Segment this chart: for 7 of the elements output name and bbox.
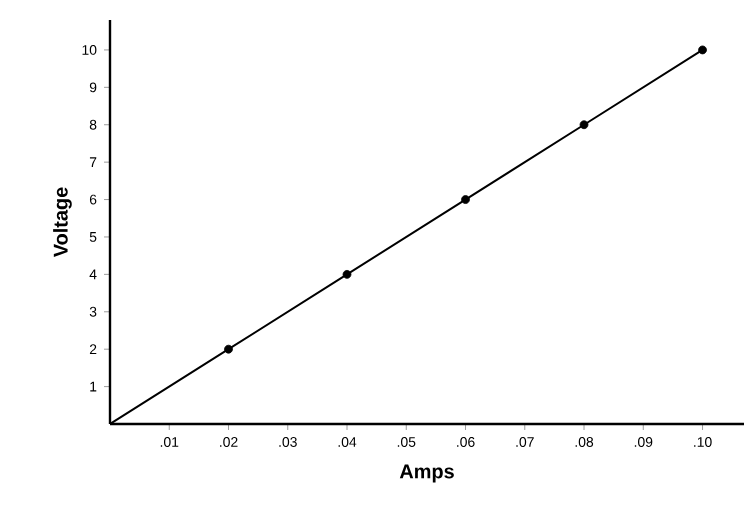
point	[461, 195, 470, 204]
point	[342, 269, 352, 279]
point	[698, 45, 707, 55]
point	[224, 344, 233, 354]
x-axis-title: Amps	[399, 464, 454, 483]
point	[579, 120, 589, 130]
y-axis-title: Voltage	[53, 187, 72, 258]
